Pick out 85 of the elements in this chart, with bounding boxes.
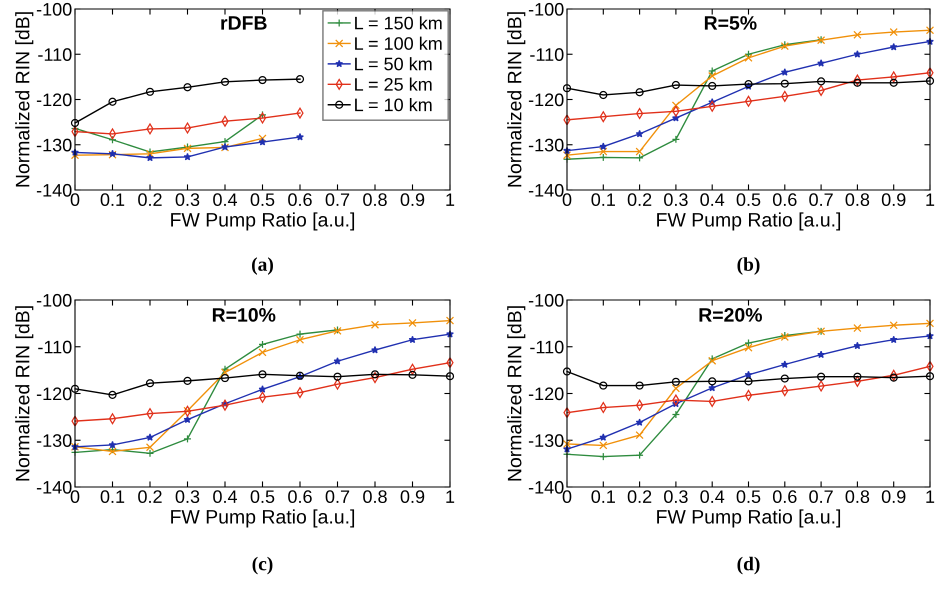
y-tick-label: -110 (530, 48, 564, 61)
x-tick-label: 0.9 (882, 193, 906, 206)
y-tick-label: -120 (528, 93, 564, 106)
text: (d) (737, 556, 760, 574)
y-tick-label: -120 (36, 93, 72, 106)
legend-label: L = 100 km (355, 36, 442, 50)
y-tick-label: -120 (36, 387, 72, 400)
y-tick-label: -110 (38, 48, 72, 61)
x-tick-label: 0.2 (628, 193, 652, 206)
x-tick-label: 0.1 (100, 193, 124, 206)
x-tick-label: 0.4 (213, 193, 238, 206)
y-tick-label: -130 (36, 434, 72, 447)
text: (a) (252, 257, 273, 275)
x-tick-label: 0.8 (846, 490, 870, 504)
x-tick-label: 0.8 (846, 193, 870, 206)
x-tick-label: 0.9 (400, 490, 424, 504)
x-tick-label: 0.6 (288, 193, 312, 206)
x-tick-label: 0.4 (213, 490, 238, 504)
x-tick-label: 0.6 (288, 490, 312, 504)
y-tick-label: -130 (528, 434, 564, 447)
x-tick-label: 0.7 (809, 193, 833, 206)
x-tick-label: 0.1 (591, 490, 615, 504)
y-tick-label: -130 (528, 138, 564, 152)
chart-title: R=10% (212, 308, 276, 322)
text: (b) (737, 257, 760, 275)
y-axis-title: Normalized RIN [dB] (15, 306, 34, 481)
x-tick-label: 0.8 (363, 193, 387, 206)
x-tick-label: 0.6 (772, 490, 797, 504)
x-axis-title: FW Pump Ratio [a.u.] (657, 212, 840, 231)
x-axis-title: FW Pump Ratio [a.u.] (657, 509, 840, 528)
x-tick-label: 1 (446, 193, 454, 206)
y-tick-label: -100 (36, 2, 72, 16)
x-tick-label: 0.2 (138, 490, 162, 504)
x-tick-label: 0 (562, 193, 572, 206)
y-tick-label: -110 (38, 340, 72, 354)
x-tick-label: 0.8 (363, 490, 387, 504)
x-tick-label: 0.6 (772, 193, 797, 206)
x-axis-title: FW Pump Ratio [a.u.] (171, 509, 354, 528)
y-tick-label: -140 (528, 480, 564, 494)
x-tick-label: 0.5 (736, 193, 760, 206)
chart-title: rDFB (221, 16, 267, 30)
x-tick-label: 0.5 (736, 490, 760, 504)
y-axis-title: Normalized RIN [dB] (15, 12, 34, 187)
x-tick-label: 0.2 (628, 490, 652, 504)
x-tick-label: 0.5 (250, 193, 274, 206)
x-tick-label: 0 (70, 193, 80, 206)
x-tick-label: 0.3 (176, 193, 200, 206)
x-tick-label: 0 (562, 490, 572, 504)
x-tick-label: 0.3 (664, 193, 688, 206)
x-tick-label: 0.1 (100, 490, 124, 504)
chart-title: R=5% (704, 16, 757, 30)
y-tick-label: -100 (36, 294, 72, 307)
y-tick-label: -120 (528, 387, 564, 400)
x-tick-label: 0.7 (809, 490, 833, 504)
y-tick-label: -130 (36, 138, 72, 152)
x-tick-label: 1 (446, 490, 454, 503)
x-tick-label: 0.7 (326, 490, 350, 504)
chart-title: R=20% (699, 308, 762, 322)
x-tick-label: 0.4 (700, 490, 724, 504)
legend-label: L = 150 km (355, 16, 442, 30)
x-axis-title: FW Pump Ratio [a.u.] (171, 212, 354, 231)
x-tick-label: 0.1 (591, 193, 615, 206)
text: (c) (252, 556, 272, 574)
legend-label: L = 25 km (355, 78, 432, 91)
y-tick-label: -140 (36, 480, 72, 494)
x-tick-label: 0.9 (882, 490, 906, 504)
y-tick-label: -100 (528, 294, 564, 307)
x-tick-label: 0.5 (250, 490, 274, 504)
legend-label: L = 10 km (355, 98, 432, 112)
x-tick-label: 1 (926, 193, 934, 206)
x-tick-label: 0.7 (326, 193, 350, 206)
y-tick-label: -100 (528, 2, 564, 16)
x-tick-label: 1 (926, 490, 934, 503)
x-tick-label: 0 (70, 490, 80, 504)
x-tick-label: 0.4 (700, 193, 724, 206)
legend-label: L = 50 km (355, 57, 432, 70)
y-tick-label: -140 (528, 184, 564, 197)
y-axis-title: Normalized RIN [dB] (507, 306, 526, 481)
x-tick-label: 0.9 (400, 193, 424, 206)
y-axis-title: Normalized RIN [dB] (507, 12, 526, 187)
x-tick-label: 0.3 (664, 490, 688, 504)
y-tick-label: -140 (36, 184, 72, 197)
x-tick-label: 0.3 (176, 490, 200, 504)
x-tick-label: 0.2 (138, 193, 162, 206)
y-tick-label: -110 (530, 340, 564, 354)
